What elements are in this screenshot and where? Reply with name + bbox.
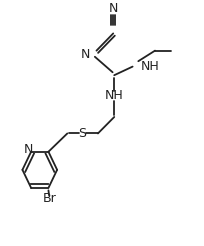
Text: N: N xyxy=(81,48,90,61)
Text: S: S xyxy=(79,127,87,140)
Text: N: N xyxy=(24,143,33,156)
Text: NH: NH xyxy=(105,89,124,102)
Text: NH: NH xyxy=(140,60,159,73)
Text: N: N xyxy=(109,2,118,15)
Text: Br: Br xyxy=(43,192,56,205)
